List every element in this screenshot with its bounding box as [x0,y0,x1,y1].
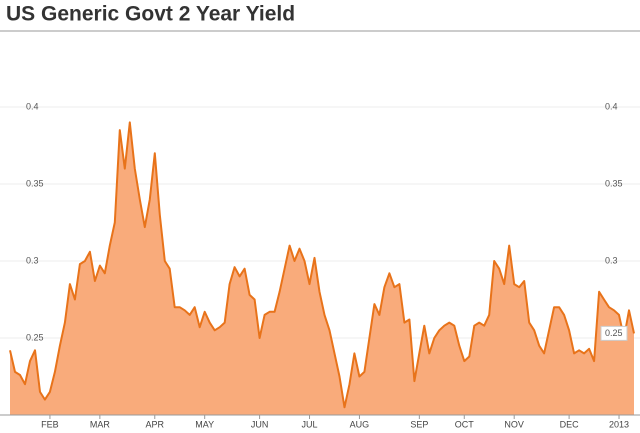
last-value-box [600,325,628,341]
chart-title: US Generic Govt 2 Year Yield [6,3,295,26]
y-tick-label: 0.25 [26,332,44,342]
x-tick-label: NOV [504,419,524,429]
x-tick-label: OCT [455,419,475,429]
x-tick-label: AUG [350,419,370,429]
x-tick-label: JUL [302,419,318,429]
last-value-label: 0.25 [605,328,623,338]
x-tick-label: APR [146,419,165,429]
x-tick-label: SEP [410,419,428,429]
y-tick-label: 0.4 [26,101,39,111]
line [9,121,635,409]
area [10,122,634,416]
y2-tick-label: 0.35 [605,178,623,188]
x-tick-label: MAR [90,419,111,429]
x-tick-label: JUN [251,419,269,429]
x-tick-label: 2013 [609,419,629,429]
y-tick-label: 0.35 [26,178,44,188]
y2-tick-label: 0.4 [605,101,618,111]
y-tick-label: 0.3 [26,255,39,265]
x-tick-label: MAY [195,419,214,429]
x-tick-label: DEC [560,419,580,429]
x-tick-label: FEB [41,419,59,429]
y2-tick-label: 0.3 [605,255,618,265]
